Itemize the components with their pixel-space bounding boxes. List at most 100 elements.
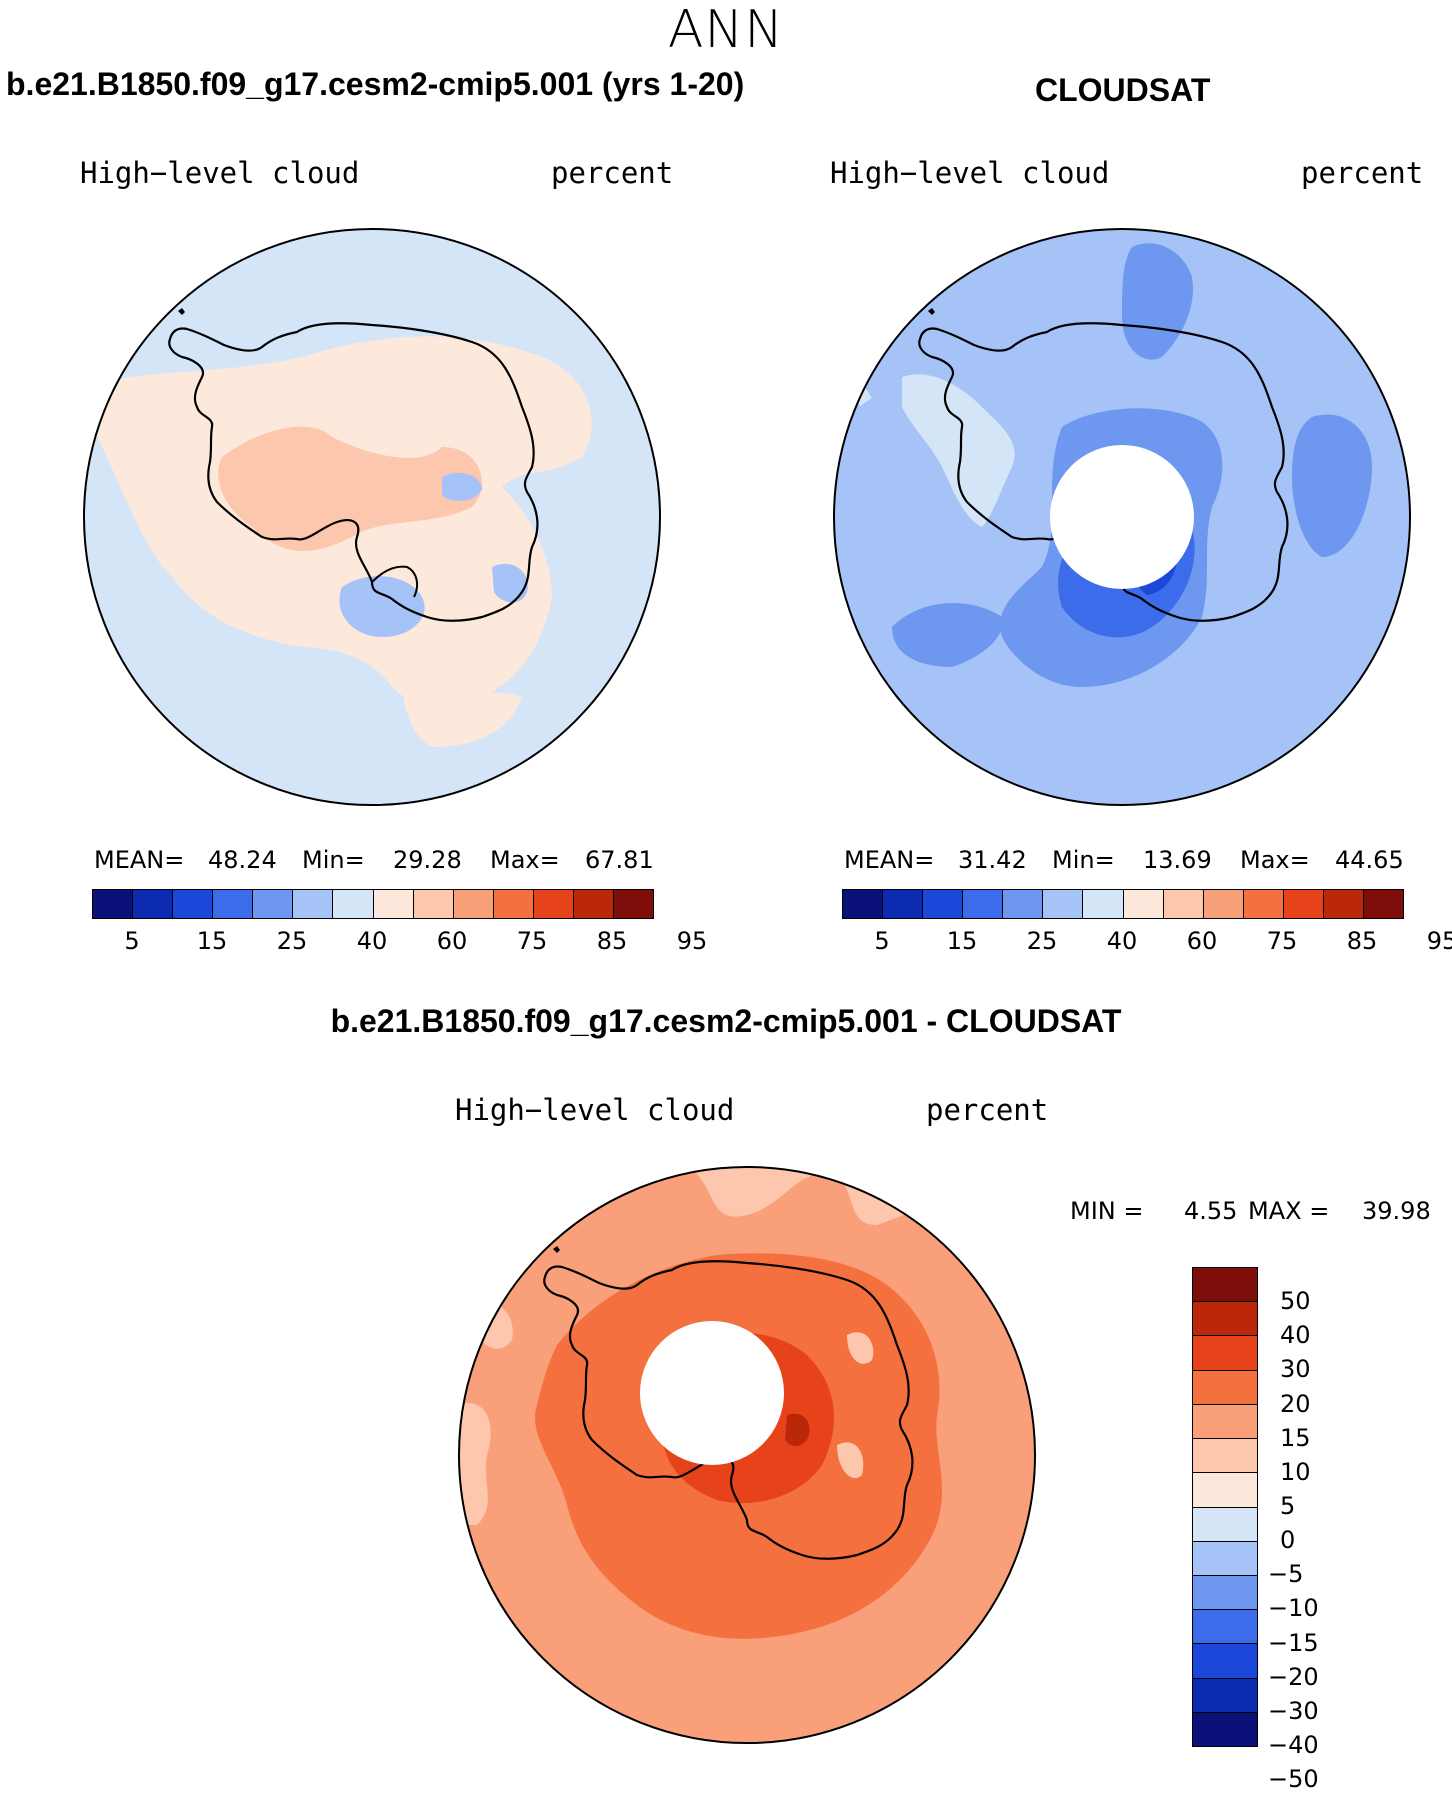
diff-colorbar-tick-label: −20: [1268, 1662, 1319, 1691]
diff-colorbar-swatch: [1193, 1507, 1257, 1542]
diff-units-label: percent: [926, 1093, 1049, 1127]
diff-colorbar-tick-label: −10: [1268, 1594, 1319, 1623]
obs-colorbar-tick-label: 60: [1186, 927, 1218, 955]
obs-colorbar-swatch: [1283, 890, 1324, 918]
obs-colorbar-tick-label: 75: [1266, 927, 1298, 955]
model-contour-cool-3: [492, 563, 528, 603]
obs-colorbar-tick-label: 15: [946, 927, 978, 955]
model-colorbar-swatch: [213, 890, 254, 918]
diff-colorbar-tick-label: 10: [1280, 1457, 1311, 1486]
model-colorbar-tick-label: 95: [676, 927, 708, 955]
obs-colorbar-ticks: 5 15 25 40 60 75 85 95: [842, 927, 1452, 957]
obs-max-value: 44.65: [1335, 846, 1404, 874]
obs-colorbar: [842, 889, 1404, 919]
obs-mean-label: MEAN=: [844, 846, 935, 874]
diff-colorbar-tick-label: 20: [1280, 1389, 1311, 1418]
model-colorbar-tick-label: 75: [516, 927, 548, 955]
diff-contour-light-2: [459, 1403, 491, 1525]
model-colorbar-swatch: [453, 890, 494, 918]
model-colorbar-tick-label: 5: [124, 927, 140, 955]
obs-colorbar-swatch: [1243, 890, 1284, 918]
diff-colorbar-tick-label: 0: [1280, 1526, 1296, 1555]
obs-colorbar-swatch: [1003, 890, 1044, 918]
obs-colorbar-swatch: [923, 890, 964, 918]
model-max-value: 67.81: [585, 846, 654, 874]
diff-contour-light-5: [837, 1442, 864, 1479]
model-colorbar-swatch: [293, 890, 334, 918]
obs-colorbar-tick-label: 85: [1346, 927, 1378, 955]
obs-colorbar-swatch: [883, 890, 924, 918]
diff-contour-light-4: [847, 1332, 874, 1364]
obs-island: [928, 308, 935, 315]
model-contour-warm-core: [218, 426, 482, 551]
obs-colorbar-swatch: [963, 890, 1004, 918]
model-mean-value: 48.24: [208, 846, 277, 874]
diff-colorbar-swatch: [1193, 1712, 1257, 1747]
obs-contour-light: [902, 374, 1015, 527]
diff-missing-data-hole: [640, 1321, 784, 1465]
obs-contour-mid-3: [892, 603, 1003, 667]
model-colorbar-tick-label: 40: [356, 927, 388, 955]
model-min-value: 29.28: [393, 846, 462, 874]
diff-colorbar-tick-label: −50: [1268, 1765, 1319, 1793]
model-antarctica-coastline: [168, 322, 539, 622]
obs-colorbar-swatch: [1123, 890, 1164, 918]
obs-colorbar-swatch: [1364, 890, 1404, 918]
obs-min-value: 13.69: [1143, 846, 1212, 874]
obs-colorbar-tick-label: 40: [1106, 927, 1138, 955]
diff-colorbar-tick-label: −5: [1268, 1560, 1304, 1589]
diff-colorbar-tick-label: −30: [1268, 1696, 1319, 1725]
model-colorbar-tick-label: 85: [596, 927, 628, 955]
model-variable-label: High−level cloud: [80, 156, 360, 190]
model-colorbar-tick-label: 60: [436, 927, 468, 955]
diff-colorbar-swatch: [1193, 1541, 1257, 1576]
model-min-label: Min=: [302, 846, 365, 874]
model-island: [178, 308, 185, 315]
diff-colorbar-swatch: [1193, 1404, 1257, 1440]
model-colorbar-swatch: [573, 890, 615, 918]
model-colorbar-swatch: [373, 890, 414, 918]
obs-colorbar-swatch: [1323, 890, 1365, 918]
diff-colorbar-swatch: [1193, 1575, 1257, 1611]
obs-max-label: Max=: [1240, 846, 1310, 874]
obs-min-label: Min=: [1052, 846, 1115, 874]
diff-contour-light-1: [687, 1167, 1035, 1225]
diff-colorbar-tick-label: 40: [1280, 1321, 1311, 1350]
model-contour-cool-1: [339, 576, 425, 637]
model-colorbar-ticks: 5 15 25 40 60 75 85 95: [92, 927, 707, 957]
diff-colorbar-swatch: [1193, 1336, 1257, 1371]
model-colorbar-swatch: [333, 890, 374, 918]
model-colorbar-tick-label: 15: [196, 927, 228, 955]
model-contour-band-2: [402, 677, 522, 747]
model-colorbar-swatch: [133, 890, 174, 918]
obs-units-label: percent: [1301, 156, 1424, 190]
diff-min-label: MIN =: [1070, 1197, 1144, 1225]
diff-colorbar-swatch: [1193, 1610, 1257, 1645]
model-ross-ice-shelf: [371, 565, 419, 598]
diff-max-value: 39.98: [1362, 1197, 1431, 1225]
obs-colorbar-tick-label: 95: [1426, 927, 1452, 955]
obs-contour-mid-2: [1292, 414, 1372, 557]
diff-colorbar-swatch: [1193, 1473, 1257, 1508]
diff-colorbar-swatch: [1193, 1302, 1257, 1337]
obs-colorbar-swatch: [1163, 890, 1204, 918]
obs-colorbar-tick-label: 25: [1026, 927, 1058, 955]
model-units-label: percent: [551, 156, 674, 190]
diff-polar-map: [458, 1166, 1036, 1744]
model-polar-map: [83, 228, 661, 806]
obs-polar-map: [833, 228, 1411, 806]
obs-missing-data-hole: [1050, 445, 1194, 589]
diff-colorbar-swatch: [1193, 1268, 1257, 1303]
obs-mean-value: 31.42: [958, 846, 1027, 874]
model-colorbar-swatch: [93, 890, 134, 918]
model-colorbar-swatch: [253, 890, 294, 918]
model-colorbar-swatch: [493, 890, 534, 918]
diff-colorbar-swatch: [1193, 1439, 1257, 1474]
diff-max-label: MAX =: [1248, 1197, 1330, 1225]
obs-colorbar-swatch: [843, 890, 884, 918]
diff-colorbar-tick-label: 30: [1280, 1355, 1311, 1384]
model-panel-title: b.e21.B1850.f09_g17.cesm2-cmip5.001 (yrs…: [6, 66, 745, 102]
diff-colorbar-tick-label: 5: [1280, 1492, 1296, 1520]
obs-panel-title: CLOUDSAT: [1035, 72, 1211, 108]
diff-island: [553, 1246, 560, 1253]
